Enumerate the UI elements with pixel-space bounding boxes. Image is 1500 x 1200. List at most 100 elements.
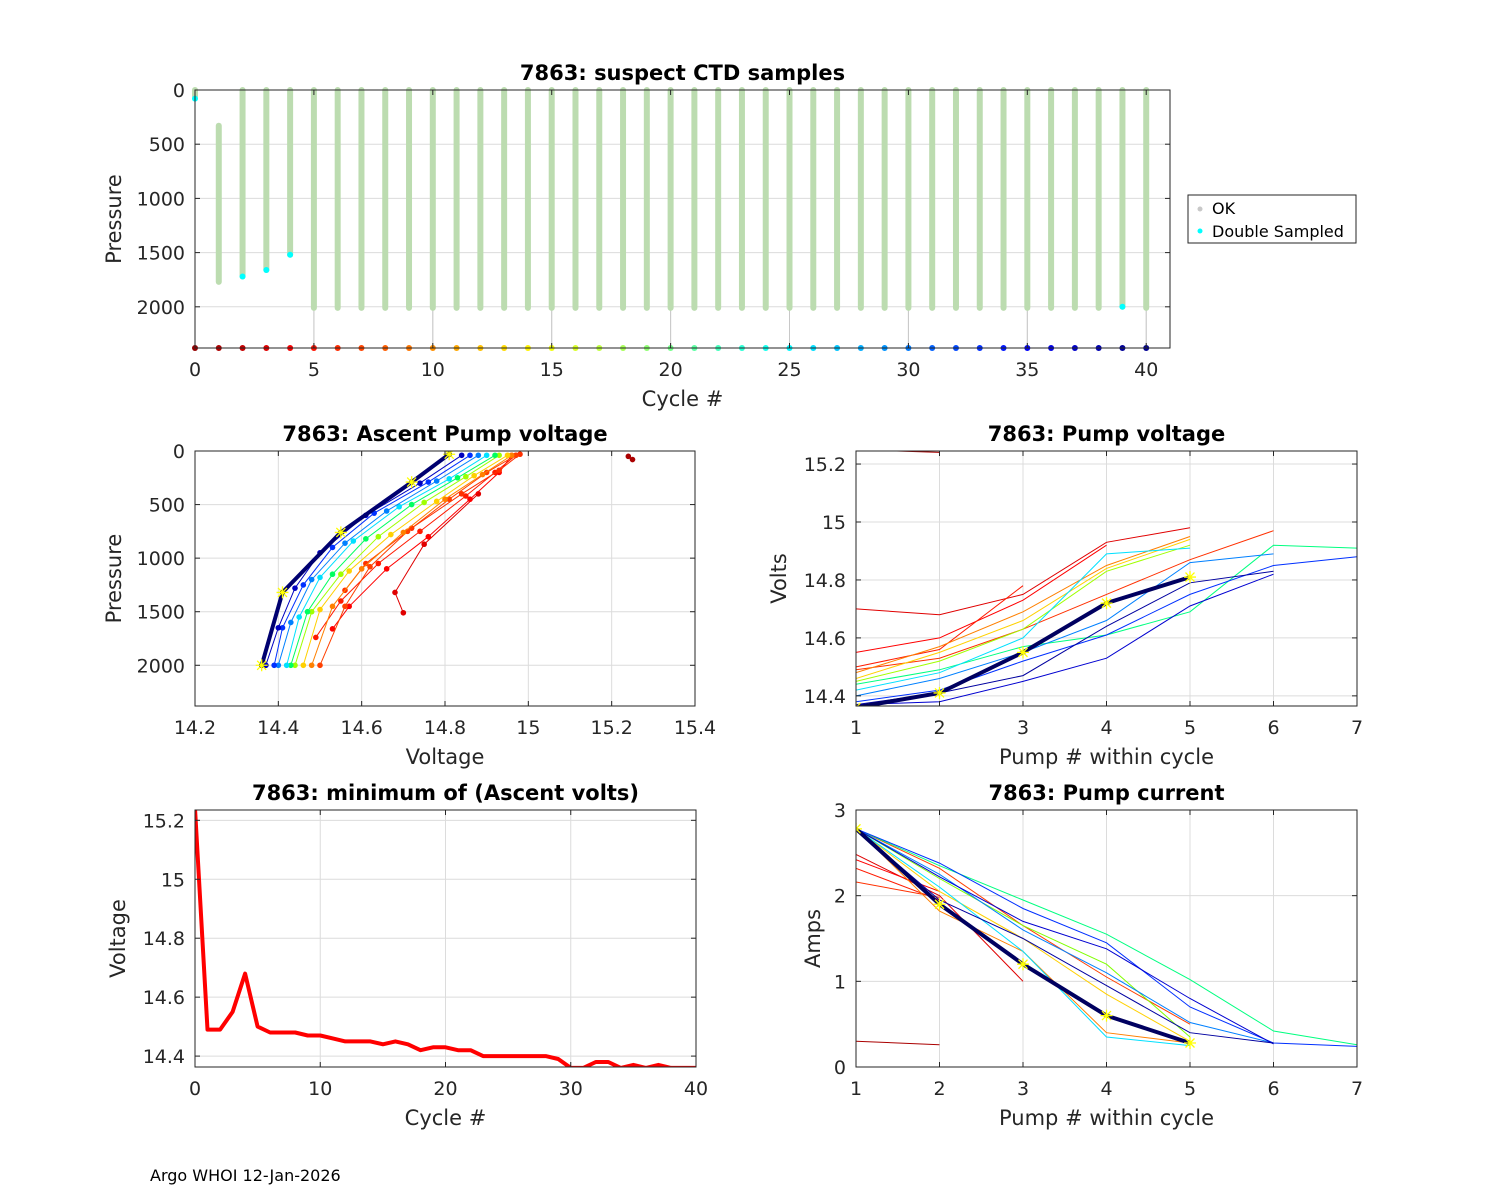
y-axis-label: Pressure [102,174,126,264]
x-tick-label: 1 [850,717,862,739]
y-axis-label: Volts [767,553,791,604]
series-point [467,452,473,459]
series-point [504,452,511,459]
series-point [296,614,302,620]
series-point [375,533,382,540]
y-tick-label: 15.2 [143,810,185,832]
axes-frame [194,89,1171,349]
pump-voltage-chart: 1 2 3 4 5 6 7 14.4 14.6 14.8 15 15.2 7863: Pump volt… [767,422,1363,769]
series-point [375,560,382,567]
y-tick-label: 14.8 [804,570,846,592]
y-tick-label: 14.8 [143,928,185,950]
double-sampled-point [1119,303,1126,310]
chart-title: 7863: Pump current [988,781,1224,805]
series-point [350,538,357,544]
series-point [308,662,315,669]
series-point [442,496,448,503]
highlight-star-marker [405,476,418,489]
double-sampled-point [239,273,246,280]
x-tick-label: 14.2 [174,717,216,739]
series-point [363,536,369,542]
highlight-star-marker [933,898,946,911]
series-point [458,452,465,459]
series-point [329,603,336,610]
series-point [417,528,423,535]
y-tick-label: 2 [834,886,846,908]
series-point [383,508,390,514]
x-tick-label: 14.6 [341,717,383,739]
series-point [275,662,282,669]
x-tick-label: 15.2 [591,717,633,739]
highlight-star-marker [1184,1037,1196,1050]
x-tick-label: 6 [1267,717,1279,739]
series-line [856,530,1274,671]
series-point [471,472,477,479]
series-group [856,822,1357,1050]
x-axis-label: Pump # within cycle [999,745,1214,769]
y-tick-label: 15 [822,512,846,534]
y-tick-label: 14.4 [804,686,846,708]
series-point [317,606,323,613]
series-point [338,598,344,604]
x-tick-label: 30 [896,359,920,381]
double-sampled-point [263,266,270,273]
series-line [856,859,940,892]
series-point [300,662,307,669]
y-tick-label: 15.2 [804,454,846,476]
series-point [454,474,461,481]
x-tick-label: 30 [559,1078,583,1100]
x-tick-label: 0 [189,1078,201,1100]
series-point [304,608,311,615]
series-point [317,574,323,581]
series-line [856,1040,940,1046]
y-tick-label: 0 [173,441,185,463]
x-tick-label: 15 [516,717,540,739]
y-tick-label: 1500 [137,602,185,624]
series-point [383,566,390,572]
legend-ok-marker [1197,206,1203,212]
series-point [421,541,427,548]
y-tick-label: 500 [149,134,185,156]
highlight-star-marker [1100,1009,1113,1022]
legend-ok-label: OK [1212,199,1236,218]
x-tick-label: 35 [1015,359,1039,381]
legend-double-sampled-label: Double Sampled [1212,222,1344,241]
series-point [417,480,423,486]
series-point [463,493,469,499]
y-tick-label: 15 [161,869,185,891]
series-line [856,828,1274,1045]
series-point [308,608,315,615]
chart-title: 7863: minimum of (Ascent volts) [252,781,639,805]
series-group [856,451,1357,706]
chart-title: 7863: suspect CTD samples [520,61,845,85]
series-point [400,609,407,616]
series-point [425,479,432,485]
series-point [308,576,315,583]
series-point [496,452,502,459]
series-group [195,810,696,1067]
series-point [338,571,344,578]
series-line [856,828,1274,1044]
series-line [856,553,1274,697]
y-axis-label: Voltage [106,899,130,978]
x-tick-label: 5 [1184,1078,1196,1100]
y-tick-label: 1500 [137,243,185,265]
y-axis-label: Amps [801,909,825,968]
y-tick-label: 14.4 [143,1046,185,1068]
x-tick-label: 7 [1351,1078,1363,1100]
y-tick-label: 2000 [137,655,185,677]
ascent-pump-voltage-chart: 14.2 14.4 14.6 14.8 15 15.2 15.4 0 500 1000 1500 20… [102,422,716,769]
y-tick-label: 0 [834,1057,846,1079]
y-tick-label: 500 [149,495,185,517]
series-line [882,451,940,453]
x-tick-label: 20 [433,1078,457,1100]
x-axis-label: Voltage [406,745,485,769]
x-tick-label: 15.4 [674,717,716,739]
x-tick-label: 10 [421,359,445,381]
series-line [856,828,1357,1046]
highlight-star-marker [1017,646,1029,659]
legend-double-sampled-marker [1197,228,1203,234]
series-point [346,568,352,574]
series-point [279,624,286,631]
chart-title: 7863: Pump voltage [988,422,1226,446]
